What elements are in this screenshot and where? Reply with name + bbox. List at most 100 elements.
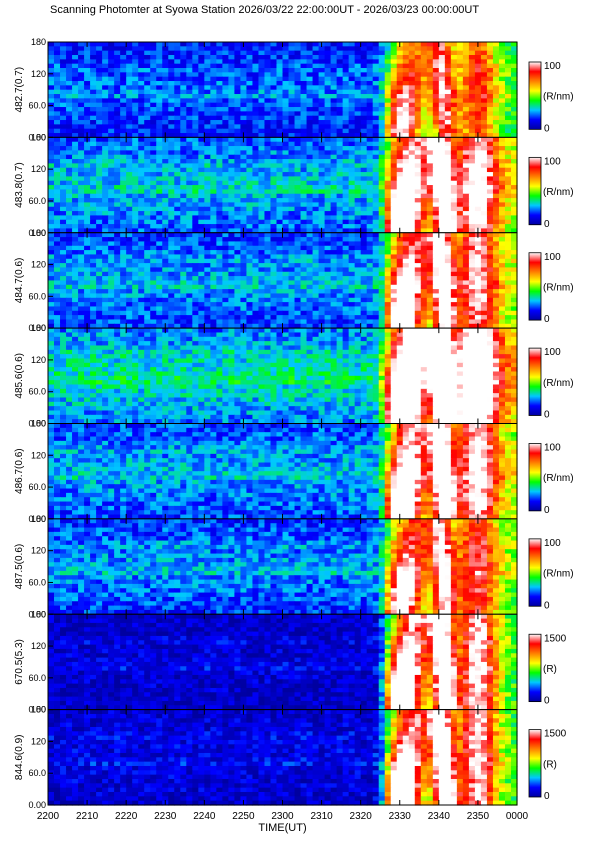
heatmap-cell	[246, 310, 254, 316]
heatmap-cell	[120, 202, 127, 208]
heatmap-cell	[408, 163, 416, 169]
heatmap-cell	[126, 250, 133, 256]
heatmap-cell	[132, 128, 139, 134]
heatmap-cell	[270, 176, 278, 182]
heatmap-cell	[384, 271, 392, 277]
heatmap-cell	[264, 293, 272, 299]
heatmap-cell	[504, 185, 512, 190]
heatmap-cell	[156, 193, 163, 199]
heatmap-cell	[360, 102, 368, 108]
heatmap-cell	[132, 55, 139, 60]
heatmap-cell	[444, 241, 452, 247]
heatmap-cell	[456, 167, 464, 173]
heatmap-cell	[288, 81, 296, 86]
heatmap-cell	[420, 120, 428, 125]
heatmap-cell	[366, 102, 374, 108]
heatmap-cell	[390, 124, 398, 130]
heatmap-cell	[432, 59, 440, 65]
heatmap-cell	[420, 124, 428, 130]
heatmap-cell	[432, 50, 440, 56]
heatmap-cell	[156, 159, 163, 164]
heatmap-cell	[468, 302, 476, 308]
heatmap-cell	[186, 159, 193, 164]
heatmap-cell	[408, 141, 416, 147]
heatmap-cell	[96, 267, 103, 273]
heatmap-cell	[420, 154, 428, 160]
heatmap-cell	[132, 115, 139, 121]
heatmap-cell	[402, 263, 410, 269]
heatmap-cell	[414, 237, 422, 243]
heatmap-cell	[198, 146, 205, 151]
heatmap-cell	[180, 245, 187, 251]
heatmap-cell	[78, 102, 85, 108]
heatmap-cell	[138, 297, 145, 303]
heatmap-cell	[126, 215, 133, 221]
heatmap-cell	[156, 289, 163, 295]
heatmap-cell	[138, 76, 145, 82]
heatmap-cell	[414, 98, 422, 104]
heatmap-cell	[210, 42, 217, 47]
heatmap-cell	[90, 245, 97, 251]
heatmap-cell	[354, 107, 362, 112]
heatmap-cell	[90, 180, 97, 186]
heatmap-cell	[276, 211, 284, 217]
heatmap-cell	[60, 245, 67, 251]
heatmap-cell	[390, 68, 398, 73]
heatmap-cell	[222, 111, 229, 117]
heatmap-cell	[216, 289, 223, 295]
heatmap-cell	[510, 185, 518, 190]
heatmap-cell	[450, 206, 458, 212]
heatmap-cell	[84, 211, 91, 217]
heatmap-cell	[288, 289, 296, 295]
heatmap-cell	[384, 111, 392, 117]
heatmap-cell	[138, 280, 145, 286]
heatmap-cell	[138, 107, 145, 112]
heatmap-cell	[510, 133, 518, 138]
heatmap-cell	[132, 141, 139, 147]
heatmap-cell	[54, 224, 61, 230]
heatmap-cell	[156, 120, 163, 125]
heatmap-cell	[186, 228, 193, 234]
heatmap-cell	[300, 293, 308, 299]
heatmap-cell	[474, 215, 482, 221]
heatmap-cell	[414, 228, 422, 234]
heatmap-cell	[408, 59, 416, 65]
heatmap-cell	[342, 163, 350, 169]
heatmap-cell	[360, 219, 368, 225]
heatmap-cell	[168, 237, 175, 243]
heatmap-cell	[234, 293, 242, 299]
heatmap-cell	[126, 284, 133, 290]
heatmap-cell	[60, 306, 67, 312]
heatmap-cell	[462, 42, 470, 47]
heatmap-cell	[222, 180, 229, 186]
heatmap-cell	[258, 180, 266, 186]
heatmap-cell	[180, 250, 187, 256]
heatmap-cell	[240, 267, 248, 273]
heatmap-cell	[492, 254, 500, 260]
heatmap-cell	[198, 189, 205, 195]
heatmap-cell	[426, 193, 434, 199]
heatmap-cell	[348, 89, 356, 95]
heatmap-cell	[126, 302, 133, 308]
heatmap-cell	[348, 172, 356, 177]
heatmap-cell	[144, 68, 151, 73]
heatmap-cell	[408, 228, 416, 234]
heatmap-cell	[270, 133, 278, 138]
heatmap-cell	[114, 85, 121, 91]
heatmap-cell	[228, 141, 235, 147]
heatmap-cell	[108, 50, 115, 56]
heatmap-cell	[312, 46, 320, 52]
heatmap-cell	[486, 81, 494, 86]
heatmap-cell	[360, 81, 368, 86]
heatmap-cell	[114, 241, 121, 247]
heatmap-cell	[342, 241, 350, 247]
heatmap-cell	[390, 180, 398, 186]
heatmap-cell	[72, 133, 79, 138]
heatmap-cell	[372, 68, 380, 73]
heatmap-cell	[156, 254, 163, 260]
heatmap-cell	[48, 115, 55, 121]
heatmap-cell	[438, 146, 446, 151]
heatmap-cell	[354, 42, 362, 47]
heatmap-cell	[72, 224, 79, 230]
heatmap-cell	[72, 63, 79, 69]
